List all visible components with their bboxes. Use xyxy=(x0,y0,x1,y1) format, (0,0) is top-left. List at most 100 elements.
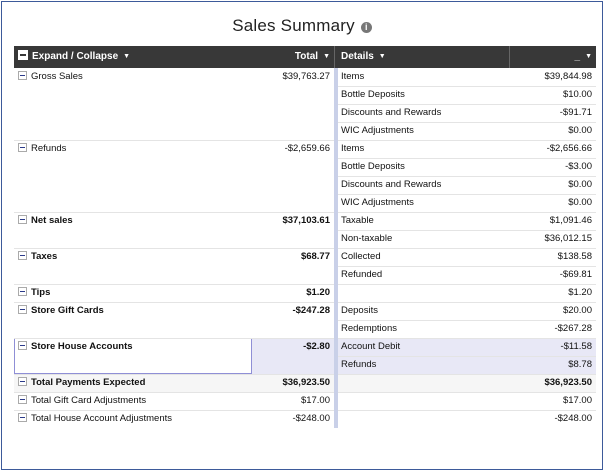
row-label[interactable]: Tips xyxy=(18,284,50,302)
detail-value: -$3.00 xyxy=(565,161,592,172)
value-column-header[interactable]: _ ▼ xyxy=(575,46,593,68)
collapse-toggle-icon[interactable] xyxy=(18,215,27,224)
details-column-header[interactable]: Details ▼ xyxy=(341,46,386,68)
detail-name: Items xyxy=(341,143,365,154)
detail-value: -$69.81 xyxy=(559,269,592,280)
collapse-toggle-icon[interactable] xyxy=(18,251,27,260)
details-header-label: Details xyxy=(341,51,374,62)
chevron-down-icon[interactable]: ▼ xyxy=(585,53,592,60)
row-label[interactable]: Gross Sales xyxy=(18,68,83,86)
total-header-label: Total xyxy=(294,51,319,62)
collapse-toggle-icon[interactable] xyxy=(18,71,27,80)
table-row: Taxes $68.77 Collected $138.58 xyxy=(14,248,596,266)
row-label[interactable]: Store House Accounts xyxy=(18,338,133,356)
row-label-text: Taxes xyxy=(31,251,58,262)
row-divider xyxy=(338,320,596,321)
collapse-toggle-icon[interactable] xyxy=(18,341,27,350)
detail-value: $39,844.98 xyxy=(544,71,592,82)
collapse-all-icon[interactable] xyxy=(18,50,28,60)
row-divider xyxy=(338,302,596,303)
row-divider xyxy=(338,410,596,411)
row-divider xyxy=(338,176,596,177)
detail-value: $36,012.15 xyxy=(544,233,592,244)
detail-name: WIC Adjustments xyxy=(341,125,414,136)
grid-body: Gross Sales $39,763.27 Items $39,844.98 Bott… xyxy=(14,68,596,428)
table-row: Refunds -$2,659.66 Items -$2,656.66 xyxy=(14,140,596,158)
row-divider xyxy=(14,212,334,213)
expand-collapse-header[interactable]: Expand / Collapse ▼ xyxy=(18,46,130,68)
row-divider xyxy=(14,392,334,393)
detail-value: $0.00 xyxy=(568,125,592,136)
row-label[interactable]: Taxes xyxy=(18,248,57,266)
chevron-down-icon[interactable]: ▼ xyxy=(323,53,330,60)
collapse-toggle-icon[interactable] xyxy=(18,305,27,314)
detail-name: Refunds xyxy=(341,359,377,370)
table-row: Discounts and Rewards -$91.71 xyxy=(14,104,596,122)
table-row: Tips $1.20 $1.20 xyxy=(14,284,596,302)
detail-value: $138.58 xyxy=(557,251,592,262)
row-label[interactable]: Total House Account Adjustments xyxy=(18,410,172,428)
table-row: Non-taxable $36,012.15 xyxy=(14,230,596,248)
table-row: Bottle Deposits $10.00 xyxy=(14,86,596,104)
table-row: Total Payments Expected $36,923.50 $36,923… xyxy=(14,374,596,392)
row-divider xyxy=(338,356,596,357)
info-icon[interactable]: i xyxy=(360,22,372,33)
row-divider xyxy=(14,410,334,411)
collapse-toggle-icon[interactable] xyxy=(18,395,27,404)
detail-name: Deposits xyxy=(341,305,378,316)
selected-cell-box[interactable] xyxy=(14,338,252,374)
row-divider xyxy=(338,392,596,393)
column-divider xyxy=(509,46,510,68)
row-label[interactable]: Store Gift Cards xyxy=(18,302,104,320)
title-bar: Sales Summary i xyxy=(2,16,602,36)
detail-value: $1.20 xyxy=(568,287,592,298)
row-divider xyxy=(338,266,596,267)
detail-value: $1,091.46 xyxy=(549,215,592,226)
row-label-text: Total Payments Expected xyxy=(31,377,146,388)
row-label-text: Net sales xyxy=(31,215,73,226)
total-row-band xyxy=(14,374,596,392)
detail-name: Account Debit xyxy=(341,341,401,352)
table-row: Refunds $8.78 xyxy=(14,356,596,374)
row-total: $1.20 xyxy=(306,287,330,298)
row-total: -$2,659.66 xyxy=(284,143,330,154)
collapse-toggle-icon[interactable] xyxy=(18,287,27,296)
table-row: Refunded -$69.81 xyxy=(14,266,596,284)
row-divider xyxy=(14,374,334,375)
table-row: Gross Sales $39,763.27 Items $39,844.98 xyxy=(14,68,596,86)
row-divider xyxy=(14,302,334,303)
detail-name: Redemptions xyxy=(341,323,397,334)
row-total: -$2.80 xyxy=(303,341,330,352)
row-label-text: Refunds xyxy=(31,143,67,154)
table-row: Redemptions -$267.28 xyxy=(14,320,596,338)
row-divider xyxy=(338,248,596,249)
detail-name: Bottle Deposits xyxy=(341,89,405,100)
detail-value: $10.00 xyxy=(562,89,592,100)
detail-name: Discounts and Rewards xyxy=(341,107,442,118)
detail-value: $17.00 xyxy=(562,395,592,406)
detail-value: -$248.00 xyxy=(554,413,592,424)
detail-value: $36,923.50 xyxy=(544,377,592,388)
chevron-down-icon[interactable]: ▼ xyxy=(378,53,386,60)
row-divider xyxy=(338,284,596,285)
row-total: $39,763.27 xyxy=(282,71,330,82)
row-label[interactable]: Net sales xyxy=(18,212,73,230)
row-label[interactable]: Total Payments Expected xyxy=(18,374,145,392)
table-row: Net sales $37,103.61 Taxable $1,091.46 xyxy=(14,212,596,230)
table-row: Store House Accounts -$2.80 Account Debit -… xyxy=(14,338,596,356)
row-label[interactable]: Refunds xyxy=(18,140,66,158)
row-label-text: Gross Sales xyxy=(31,71,83,82)
table-row: WIC Adjustments $0.00 xyxy=(14,122,596,140)
row-total: $68.77 xyxy=(300,251,330,262)
collapse-toggle-icon[interactable] xyxy=(18,413,27,422)
chevron-down-icon[interactable]: ▼ xyxy=(123,53,131,60)
collapse-toggle-icon[interactable] xyxy=(18,143,27,152)
detail-value: $0.00 xyxy=(568,179,592,190)
row-divider xyxy=(338,374,596,375)
detail-value: $20.00 xyxy=(562,305,592,316)
row-label[interactable]: Total Gift Card Adjustments xyxy=(18,392,146,410)
row-divider xyxy=(338,86,596,87)
collapse-toggle-icon[interactable] xyxy=(18,377,27,386)
table-row: WIC Adjustments $0.00 xyxy=(14,194,596,212)
total-column-header[interactable]: Total ▼ xyxy=(295,46,330,68)
